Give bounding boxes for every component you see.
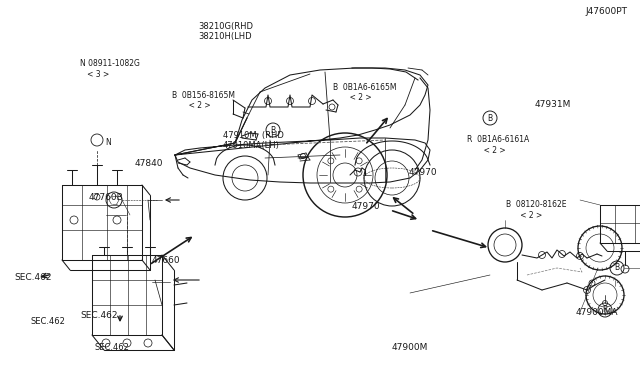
Text: 47910M  (RHD
47910MA(LH): 47910M (RHD 47910MA(LH) [223, 131, 284, 150]
Text: B: B [614, 263, 620, 273]
Text: SEC.462: SEC.462 [95, 343, 129, 352]
Text: 38210G(RHD
38210H(LHD: 38210G(RHD 38210H(LHD [198, 22, 253, 41]
Text: B: B [488, 113, 493, 122]
Text: B: B [271, 125, 276, 135]
Text: R  0B1A6-6161A
       < 2 >: R 0B1A6-6161A < 2 > [467, 135, 529, 155]
Text: 47900M: 47900M [392, 343, 428, 352]
Text: R: R [602, 305, 608, 314]
Text: 47970: 47970 [352, 202, 380, 211]
Text: SEC.462: SEC.462 [80, 311, 118, 320]
Text: 47760B: 47760B [88, 193, 123, 202]
Text: N 08911-1082G
   < 3 >: N 08911-1082G < 3 > [80, 59, 140, 78]
Text: SEC.462: SEC.462 [31, 317, 65, 326]
Text: 47931M: 47931M [534, 100, 571, 109]
Text: B  08120-8162E
      < 2 >: B 08120-8162E < 2 > [506, 201, 566, 220]
Text: N: N [105, 138, 111, 147]
Text: 47660: 47660 [152, 256, 180, 265]
Text: B  0B156-8165M
       < 2 >: B 0B156-8165M < 2 > [172, 91, 234, 110]
Text: SEC.462: SEC.462 [14, 273, 51, 282]
Text: 47900MA: 47900MA [576, 308, 618, 317]
Text: B  0B1A6-6165M
       < 2 >: B 0B1A6-6165M < 2 > [333, 83, 396, 102]
Text: J47600PT: J47600PT [585, 7, 627, 16]
Text: 47970: 47970 [408, 169, 436, 177]
Text: 47840: 47840 [134, 159, 163, 168]
